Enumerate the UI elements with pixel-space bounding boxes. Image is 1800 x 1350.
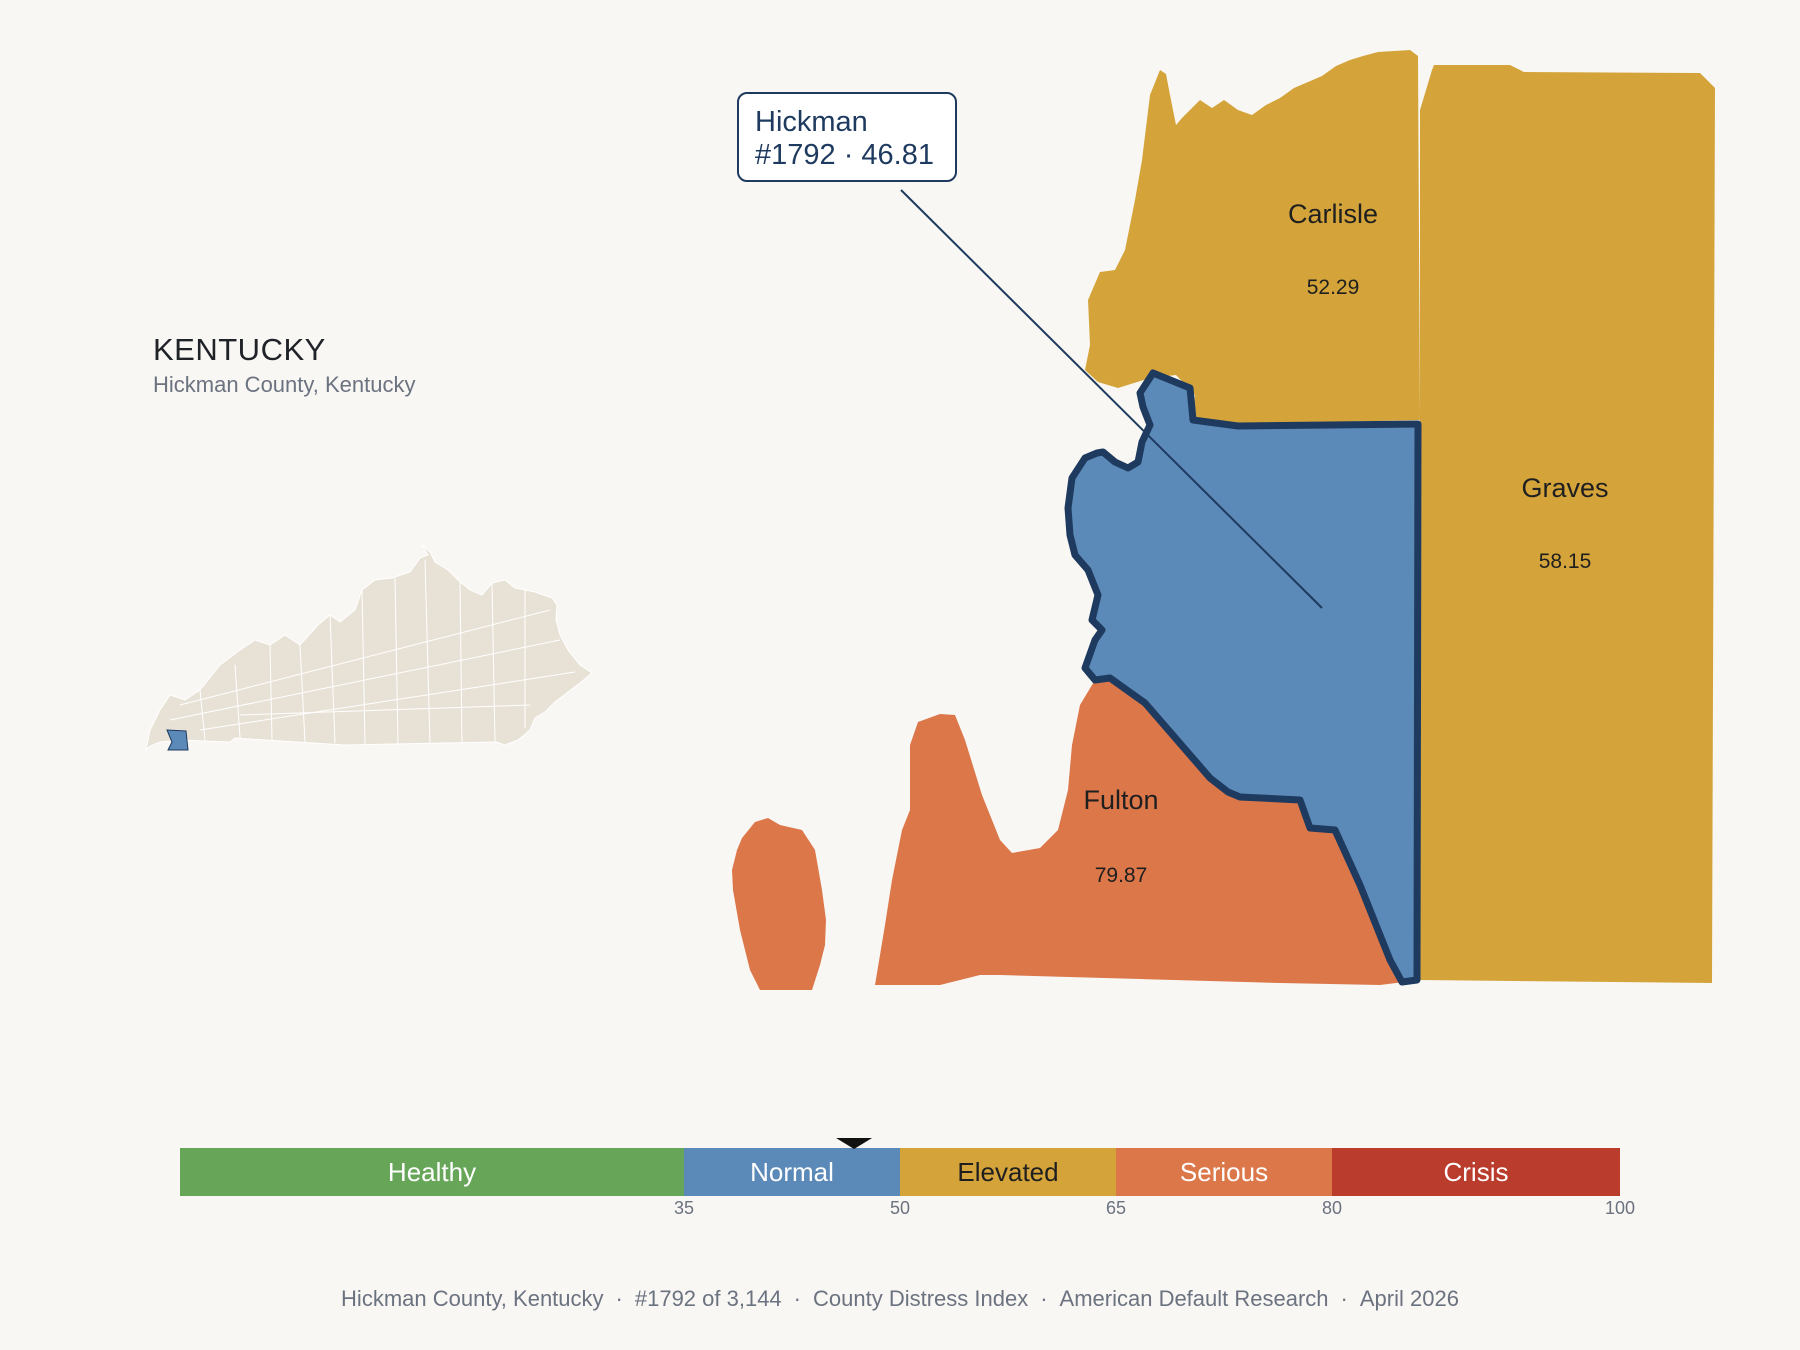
footer: Hickman County, Kentucky · #1792 of 3,144 ·… [0,1286,1800,1312]
label-graves-name: Graves [1521,473,1608,503]
county-hickman[interactable] [1064,369,1422,986]
legend-band-crisis [1332,1148,1620,1196]
label-fulton-name: Fulton [1083,785,1158,815]
legend-tick-label: 50 [890,1198,910,1218]
footer-index-name: County Distress Index [813,1286,1029,1311]
legend-band-serious [1116,1148,1332,1196]
label-carlisle-name: Carlisle [1288,199,1378,229]
label-graves-value: 58.15 [1539,550,1592,573]
legend-tick-label: 100 [1605,1198,1635,1218]
callout-leader-line [900,189,1323,609]
label-carlisle-value: 52.29 [1307,276,1360,299]
footer-date: April 2026 [1359,1286,1459,1311]
kentucky-state-shape [145,544,593,752]
footer-separator: · [1340,1286,1348,1311]
callout-county-detail: #1792 · 46.81 [755,139,934,171]
kentucky-locator-map [145,544,593,752]
legend-label-healthy: Healthy [388,1157,476,1187]
county-fulton-island[interactable] [732,818,826,990]
label-fulton-value: 79.87 [1095,864,1148,887]
legend-band-normal [684,1148,900,1196]
footer-publisher: American Default Research [1059,1286,1329,1311]
footer-rank: #1792 of 3,144 [634,1286,782,1311]
county-callout: Hickman #1792 · 46.81 [737,92,957,182]
legend-label-normal: Normal [750,1157,834,1187]
county-fulton-main[interactable] [875,678,1420,985]
footer-location: Hickman County, Kentucky [341,1286,604,1311]
legend-band-elevated [900,1148,1116,1196]
legend-tick-label: 80 [1322,1198,1342,1218]
kentucky-county-lines [169,559,576,746]
footer-separator: · [1040,1286,1048,1311]
legend-tick-label: 35 [674,1198,694,1218]
state-title: KENTUCKY [153,332,326,367]
footer-separator: · [793,1286,801,1311]
county-graves[interactable] [1420,65,1715,983]
footer-separator: · [615,1286,623,1311]
legend-label-crisis: Crisis [1444,1157,1509,1187]
state-subtitle: Hickman County, Kentucky [153,372,416,397]
legend-label-serious: Serious [1180,1157,1268,1187]
hickman-locator-highlight [166,729,189,751]
legend-marker-icon [836,1138,873,1149]
legend-label-elevated: Elevated [957,1157,1058,1187]
county-carlisle[interactable] [1085,50,1420,425]
legend-band-healthy [180,1148,684,1196]
callout-county-name: Hickman [755,106,868,138]
distress-index-legend: Healthy Normal Elevated Serious Crisis 35 50 65… [180,1138,1635,1218]
legend-tick-label: 65 [1106,1198,1126,1218]
detail-map [732,50,1715,990]
